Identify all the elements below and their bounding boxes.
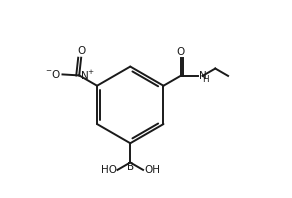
Text: HO: HO [100, 165, 117, 175]
Text: N$^{+}$: N$^{+}$ [80, 69, 95, 82]
Text: N: N [199, 71, 206, 81]
Text: H: H [203, 75, 209, 84]
Text: OH: OH [144, 165, 160, 175]
Text: O: O [77, 46, 85, 56]
Text: $^{-}$O: $^{-}$O [45, 69, 62, 80]
Text: B: B [127, 162, 134, 172]
Text: O: O [176, 47, 185, 57]
